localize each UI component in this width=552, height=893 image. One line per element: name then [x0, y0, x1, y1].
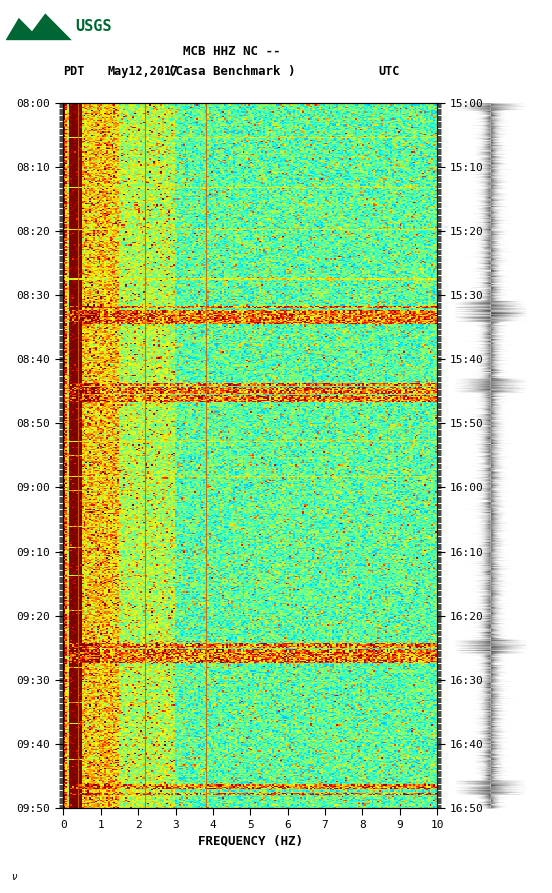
- Text: UTC: UTC: [378, 64, 400, 78]
- Text: USGS: USGS: [75, 20, 112, 34]
- Text: May12,2017: May12,2017: [108, 64, 179, 78]
- Polygon shape: [6, 13, 72, 40]
- Text: MCB HHZ NC --: MCB HHZ NC --: [183, 45, 280, 58]
- Text: $\nu$: $\nu$: [11, 872, 18, 882]
- Text: PDT: PDT: [63, 64, 85, 78]
- Text: (Casa Benchmark ): (Casa Benchmark ): [168, 64, 295, 78]
- X-axis label: FREQUENCY (HZ): FREQUENCY (HZ): [198, 834, 302, 847]
